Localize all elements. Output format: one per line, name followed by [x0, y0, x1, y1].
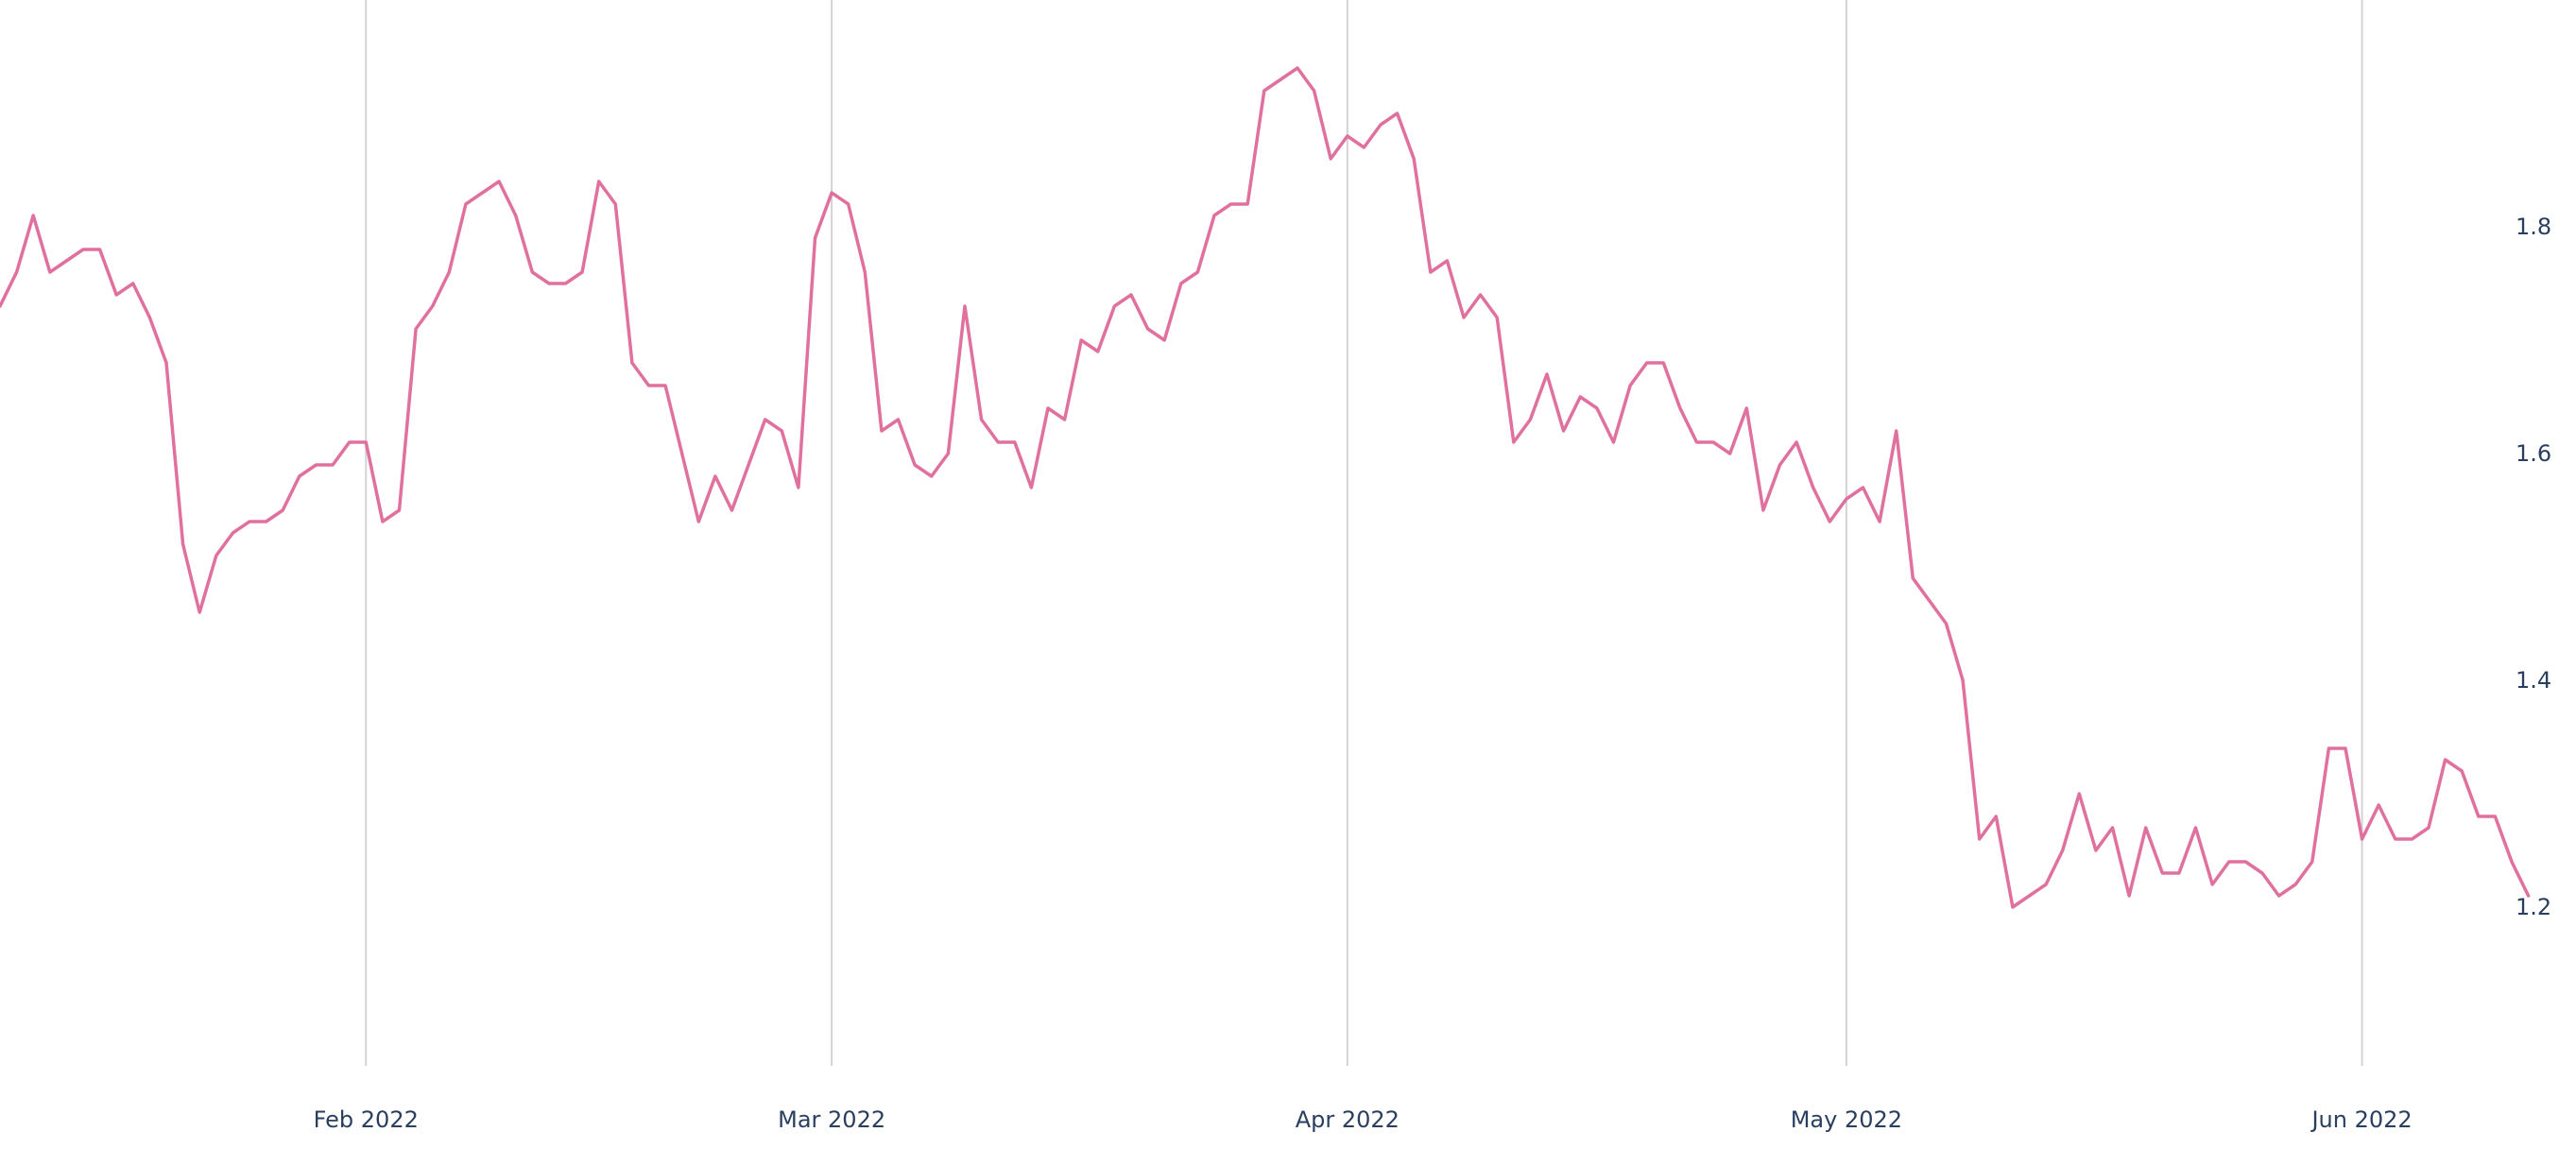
series-layer: [0, 66, 2531, 909]
x-tick-label: Apr 2022: [1296, 1106, 1400, 1133]
x-gridlines: [365, 0, 2363, 1066]
x-tick-label: Jun 2022: [2310, 1106, 2412, 1133]
y-tick-label: 1.4: [2516, 667, 2551, 694]
x-tick-label: Mar 2022: [778, 1106, 885, 1133]
y-tick-label: 1.8: [2516, 214, 2551, 240]
y-tick-label: 1.6: [2516, 440, 2551, 467]
y-axis-ticks: 1.2 1.4 1.6 1.8: [2516, 214, 2551, 920]
series-line: [0, 66, 2531, 909]
y-tick-label: 1.2: [2516, 894, 2551, 920]
x-axis-ticks: Feb 2022 Mar 2022 Apr 2022 May 2022 Jun 2022: [314, 1106, 2413, 1133]
x-tick-label: May 2022: [1791, 1106, 1902, 1133]
x-tick-label: Feb 2022: [314, 1106, 419, 1133]
